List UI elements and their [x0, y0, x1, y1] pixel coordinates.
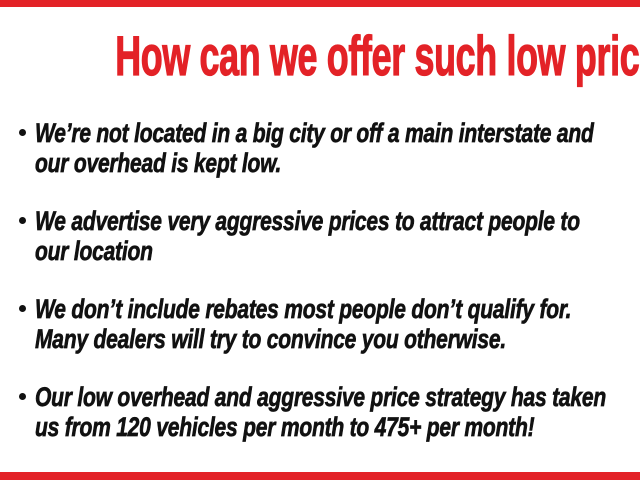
list-item: We don’t include rebates most people don…	[19, 294, 640, 354]
bullet-dot-icon	[19, 217, 26, 224]
top-red-bar	[0, 0, 640, 7]
list-item: We advertise very aggressive prices to a…	[19, 206, 640, 266]
bullet-text: Our low overhead and aggressive price st…	[35, 382, 607, 443]
bullet-text: We don’t include rebates most people don…	[35, 294, 572, 355]
bullet-dot-icon	[19, 129, 26, 136]
bullet-dot-icon	[19, 305, 26, 312]
bullet-text: We’re not located in a big city or off a…	[35, 118, 594, 179]
list-item: We’re not located in a big city or off a…	[19, 118, 640, 178]
list-item: Our low overhead and aggressive price st…	[19, 382, 640, 442]
bullet-text: We advertise very aggressive prices to a…	[35, 206, 581, 267]
bottom-red-bar	[0, 472, 640, 480]
bullet-dot-icon	[19, 393, 26, 400]
bullet-list: We’re not located in a big city or off a…	[19, 118, 640, 470]
page-title: How can we offer such low prices?	[115, 24, 640, 87]
